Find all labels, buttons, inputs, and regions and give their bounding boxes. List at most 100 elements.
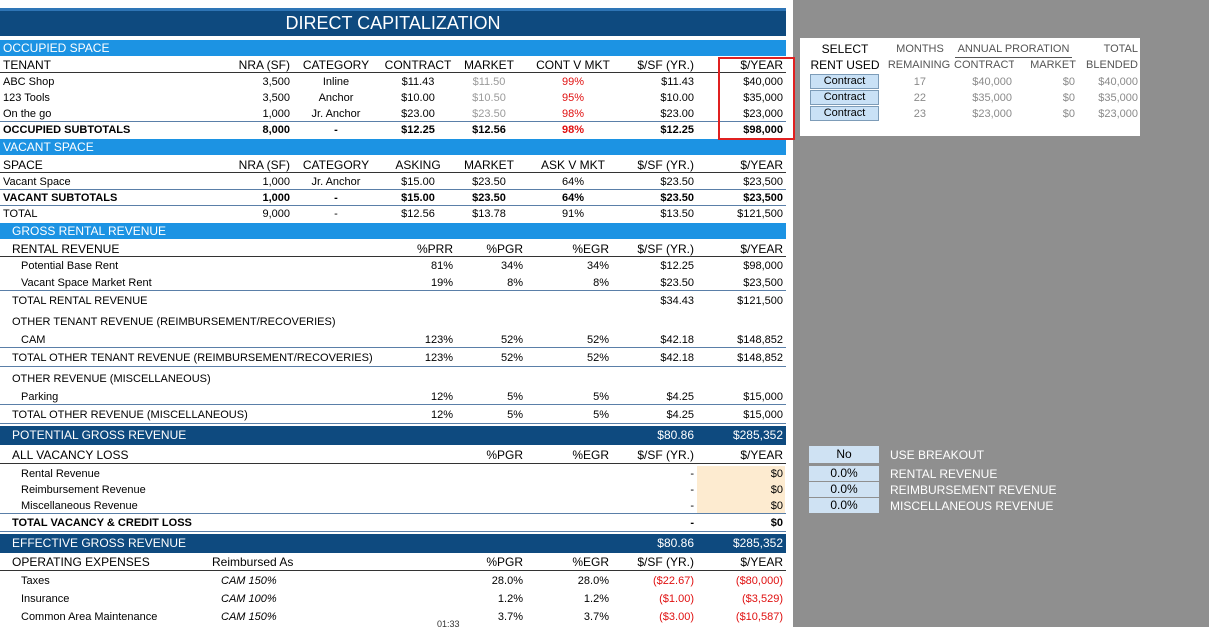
cell: - [334, 208, 338, 220]
panel-cell: 22 [913, 92, 926, 104]
cell: ($80,000) [735, 575, 783, 587]
cell: 28.0% [491, 575, 523, 587]
column-header: %PRR [416, 242, 453, 256]
cell: $12.25 [660, 124, 694, 136]
cell: 64% [561, 176, 585, 188]
rent-select-button[interactable]: Contract [810, 106, 879, 121]
column-header: CATEGORY [302, 158, 370, 172]
cell: 52% [586, 352, 609, 364]
cell: 3.7% [497, 611, 523, 623]
column-header: $/SF (YR.) [637, 242, 694, 256]
cell: $121,500 [737, 295, 783, 307]
cell: $0 [770, 500, 783, 512]
cell: 99% [561, 76, 585, 88]
panel-header: ANNUAL PRORATION [955, 41, 1072, 58]
row-border [0, 347, 786, 348]
rent-select-button[interactable]: Contract [810, 74, 879, 89]
row-border [0, 189, 786, 190]
breakout-label: REIMBURSEMENT REVENUE [890, 483, 1057, 497]
section-title: GROSS RENTAL REVENUE [12, 224, 167, 238]
cell: Insurance [21, 593, 70, 605]
cell: - [690, 468, 694, 480]
cell: $121,500 [737, 208, 783, 220]
column-header: $/YEAR [740, 448, 783, 462]
column-header: %PGR [486, 242, 523, 256]
cell: CAM [21, 334, 46, 346]
cell: $98,000 [743, 260, 783, 272]
row-border [0, 404, 786, 405]
cell: $11.43 [661, 76, 694, 88]
cell: $15.00 [401, 176, 435, 188]
cell: $0 [770, 484, 783, 496]
row-border [0, 463, 786, 464]
cell: 95% [561, 92, 585, 104]
cell: ($1.00) [659, 593, 694, 605]
panel-header: BLENDED [1086, 59, 1138, 71]
cell: ($3,529) [742, 593, 783, 605]
cell: TOTAL VACANCY & CREDIT LOSS [12, 517, 192, 529]
cell: 8,000 [262, 124, 290, 136]
cell: Parking [21, 391, 59, 403]
cell: $40,000 [743, 76, 783, 88]
cell: $11.43 [401, 76, 435, 88]
section-band [0, 139, 786, 155]
row-border [0, 172, 786, 173]
cell: VACANT SUBTOTALS [3, 192, 118, 204]
total-value: $285,352 [732, 428, 783, 442]
column-header: Reimbursed As [212, 555, 294, 569]
cell: 91% [561, 208, 585, 220]
panel-cell: $40,000 [972, 76, 1012, 88]
total-value: $80.86 [657, 428, 694, 442]
cell: $12.56 [472, 124, 506, 136]
row-border [0, 366, 786, 367]
panel-cell: 23 [913, 108, 926, 120]
column-header: %PGR [486, 448, 523, 462]
cell: $98,000 [743, 124, 783, 136]
column-header: $/SF (YR.) [637, 555, 694, 569]
breakout-input[interactable]: 0.0% [809, 466, 879, 481]
cell: $34.43 [660, 295, 694, 307]
breakout-input[interactable]: No [809, 446, 879, 463]
breakout-label: MISCELLANEOUS REVENUE [890, 499, 1054, 513]
cell: $23,500 [743, 176, 783, 188]
cell: 5% [593, 409, 609, 421]
total-value: $80.86 [657, 536, 694, 550]
column-header: ASK V MKT [540, 158, 605, 172]
row-border [0, 513, 786, 514]
column-header: SPACE [3, 158, 43, 172]
section-band [0, 40, 786, 56]
column-header: MARKET [463, 158, 514, 172]
breakout-input[interactable]: 0.0% [809, 482, 879, 497]
cell: 1.2% [497, 593, 523, 605]
cell: $148,852 [737, 352, 783, 364]
column-header: $/YEAR [740, 58, 783, 72]
cell: Common Area Maintenance [21, 611, 158, 623]
cell: Potential Base Rent [21, 260, 119, 272]
cell: 1,000 [262, 192, 290, 204]
cell: $23.50 [472, 108, 506, 120]
column-header: %EGR [572, 555, 609, 569]
panel-cell: $0 [1062, 92, 1075, 104]
cell: TOTAL OTHER TENANT REVENUE (REIMBURSEMEN… [12, 352, 373, 364]
cell: OTHER TENANT REVENUE (REIMBURSEMENT/RECO… [12, 316, 336, 328]
cell: 52% [500, 352, 523, 364]
cell: Anchor [318, 92, 354, 104]
footer-text: 01:33 [437, 619, 460, 627]
cell: $23,500 [743, 277, 783, 289]
rent-select-button[interactable]: Contract [810, 90, 879, 105]
panel-header: TOTAL [1103, 43, 1138, 55]
cell: $23.50 [472, 176, 506, 188]
cell: Inline [322, 76, 350, 88]
column-header: $/YEAR [740, 555, 783, 569]
cell: $23.00 [660, 108, 694, 120]
row-border [0, 531, 786, 532]
cell: - [334, 124, 338, 136]
row-border [0, 423, 786, 424]
column-header: MARKET [463, 58, 514, 72]
breakout-input[interactable]: 0.0% [809, 498, 879, 513]
cell: 64% [561, 192, 585, 204]
breakout-label: RENTAL REVENUE [890, 467, 998, 481]
cell: $13.50 [660, 208, 694, 220]
cell: Rental Revenue [21, 468, 100, 480]
